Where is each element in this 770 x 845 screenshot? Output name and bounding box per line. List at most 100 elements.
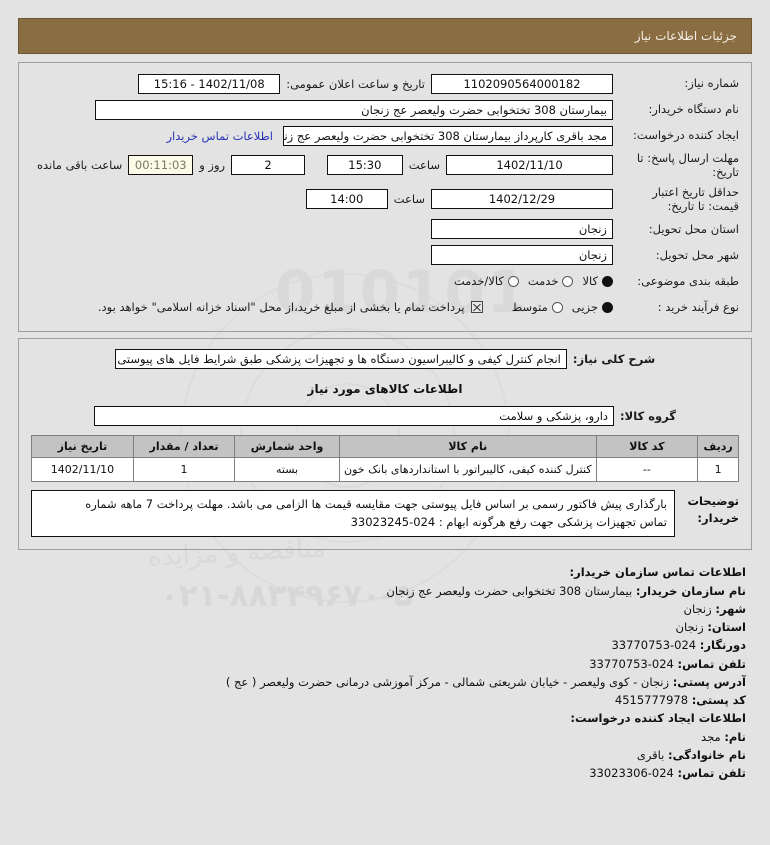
requester-last-name: نام خانوادگی: باقری — [24, 747, 746, 764]
category-option-khedmat[interactable]: خدمت — [519, 274, 574, 288]
cell-code: -- — [595, 456, 699, 482]
contact-fax-value: 33770753-024 — [611, 638, 697, 653]
buyer-notes: توضیحات خریدار: بارگذاری پیش فاکتور رسمی… — [31, 489, 740, 538]
cell-index: 1 — [697, 456, 739, 482]
row-province: استان محل تحویل: زنجان — [31, 219, 739, 240]
table-header-row: ردیف کد کالا نام کالا واحد شمارش تعداد /… — [31, 434, 739, 458]
countdown-label: ساعت باقی مانده — [36, 158, 123, 173]
requester-first-name-value: مجد — [701, 729, 721, 744]
row-requester: ایجاد کننده درخواست: مجد باقری کارپرداز … — [31, 125, 739, 146]
treasury-label: پرداخت تمام یا بخشی از مبلغ خرید،از محل … — [97, 300, 465, 314]
category-option-kala-khedmat[interactable]: کالا/خدمت — [445, 274, 519, 288]
cell-qty: 1 — [132, 456, 236, 482]
contact-phone-label: تلفن تماس: — [677, 656, 746, 671]
need-info-panel: شماره نیاز: 1102090564000182 تاریخ و ساع… — [18, 62, 752, 332]
radio-jozi-label: جزیی — [571, 300, 598, 314]
goods-table: ردیف کد کالا نام کالا واحد شمارش تعداد /… — [31, 434, 739, 482]
requester-first-name: نام: مجد — [24, 729, 746, 746]
col-index: ردیف — [697, 434, 739, 458]
requester-section-title: اطلاعات ایجاد کننده درخواست: — [570, 711, 746, 726]
contact-fax: دورنگار: 33770753-024 — [24, 637, 746, 654]
validity-date-field[interactable]: 1402/12/29 — [431, 189, 613, 210]
cell-date: 1402/11/10 — [31, 456, 134, 482]
row-goods-group: گروه کالا: دارو، پزشکی و سلامت — [31, 406, 739, 427]
col-code: کد کالا — [595, 434, 699, 458]
col-date: تاریخ نیاز — [31, 434, 134, 458]
contact-phone: تلفن تماس: 33770753-024 — [24, 656, 746, 673]
announce-date-field[interactable]: 1402/11/08 - 15:16 — [138, 73, 281, 94]
contact-postal: کد پستی: 4515777978 — [24, 692, 746, 709]
requester-phone: تلفن تماس: 33023306-024 — [24, 765, 746, 782]
contact-phone-value: 33770753-024 — [589, 656, 674, 671]
goods-info-panel: شرح کلی نیاز: انجام کنترل کیفی و کالیبرا… — [18, 337, 752, 551]
category-label: طبقه بندی موضوعی: — [637, 273, 739, 288]
requester-phone-value: 33023306-024 — [589, 766, 674, 781]
contact-address: آدرس پستی: زنجان - کوی ولیعصر - خیابان ش… — [24, 674, 746, 691]
goods-group-label: گروه کالا: — [620, 408, 676, 423]
buyer-contact-link[interactable]: اطلاعات تماس خریدار — [166, 128, 273, 143]
requester-label: ایجاد کننده درخواست: — [633, 128, 739, 143]
remaining-days-field[interactable]: 2 — [231, 155, 306, 176]
remaining-days-label: روز و — [199, 158, 226, 173]
province-label: استان محل تحویل: — [648, 221, 739, 236]
summary-label: شرح کلی نیاز: — [572, 351, 656, 366]
radio-kala[interactable] — [602, 275, 613, 287]
contact-province: استان: زنجان — [24, 619, 746, 636]
goods-group-field[interactable]: دارو، پزشکی و سلامت — [94, 406, 615, 426]
category-option-kala[interactable]: کالا — [573, 274, 613, 288]
contact-address-value: زنجان - کوی ولیعصر - خیابان شریعتی شمالی… — [225, 674, 670, 689]
process-option-jozi[interactable]: جزیی — [563, 300, 613, 314]
radio-motavaset-label: متوسط — [511, 300, 548, 314]
contact-fax-label: دورنگار: — [699, 638, 746, 653]
summary-field[interactable]: انجام کنترل کیفی و کالیبراسیون دستگاه ها… — [114, 349, 567, 369]
requester-field[interactable]: مجد باقری کارپرداز بیمارستان 308 تختخواب… — [283, 125, 613, 146]
notes-label: توضیحات خریدار: — [675, 490, 740, 538]
need-number-label: شماره نیاز: — [684, 76, 739, 91]
row-summary: شرح کلی نیاز: انجام کنترل کیفی و کالیبرا… — [31, 349, 739, 370]
goods-section-title: اطلاعات کالاهای مورد نیاز — [307, 381, 463, 396]
contact-block: اطلاعات تماس سازمان خریدار: نام سازمان خ… — [18, 564, 752, 782]
requester-last-name-value: باقری — [636, 747, 665, 762]
deadline-date-field[interactable]: 1402/11/10 — [446, 155, 613, 176]
notes-label-line2: خریدار: — [697, 510, 739, 525]
page-title: جزئیات اطلاعات نیاز — [634, 29, 737, 43]
countdown-timer: 00:11:03 — [128, 155, 194, 176]
radio-motavaset[interactable] — [551, 301, 563, 313]
requester-last-name-label: نام خانوادگی: — [668, 747, 746, 762]
radio-khedmat-label: خدمت — [527, 274, 559, 288]
radio-kala-khedmat[interactable] — [507, 275, 519, 287]
radio-kala-label: کالا — [582, 274, 598, 288]
radio-kala-khedmat-label: کالا/خدمت — [453, 274, 504, 288]
radio-khedmat[interactable] — [562, 275, 574, 287]
requester-phone-label: تلفن تماس: — [677, 766, 746, 781]
table-row[interactable]: 1 -- کنترل کننده کیفی، کالیبراتور با است… — [31, 456, 739, 482]
buyer-org-field[interactable]: بیمارستان 308 تختخوابی حضرت ولیعصر عج زن… — [95, 99, 613, 120]
row-price-validity: حداقل تاریخ اعتبار قیمت: تا تاریخ: 1402/… — [31, 185, 739, 214]
deadline-hour-label: ساعت — [408, 158, 441, 173]
treasury-checkbox[interactable] — [470, 301, 483, 313]
row-process-type: نوع فرآیند خرید : جزیی متوسط پرداخت تمام… — [31, 297, 739, 318]
notes-text-line2: تماس تجهیزات پزشکی جهت رفع هرگونه ابهام … — [350, 515, 667, 530]
contact-city-label: شهر: — [715, 601, 746, 616]
city-label: شهر محل تحویل: — [655, 247, 739, 262]
radio-jozi[interactable] — [602, 301, 613, 313]
validity-time-field[interactable]: 14:00 — [305, 189, 388, 210]
page-root: 010101 ParsNamadData فن آوری اطلاعات پار… — [0, 18, 770, 845]
col-name: نام کالا — [339, 434, 597, 458]
row-need-number: شماره نیاز: 1102090564000182 تاریخ و ساع… — [31, 73, 739, 94]
row-category: طبقه بندی موضوعی: کالا خدمت کالا/خدمت — [31, 271, 739, 292]
process-option-motavaset[interactable]: متوسط — [503, 300, 563, 314]
page-title-bar: جزئیات اطلاعات نیاز — [18, 18, 752, 54]
requester-first-name-label: نام: — [724, 729, 746, 744]
deadline-time-field[interactable]: 15:30 — [326, 155, 403, 176]
col-unit: واحد شمارش — [234, 434, 341, 458]
contact-section-title: اطلاعات تماس سازمان خریدار: — [569, 565, 746, 580]
province-field[interactable]: زنجان — [431, 219, 613, 239]
notes-text-line1: بارگذاری پیش فاکتور رسمی بر اساس فایل پی… — [85, 496, 667, 511]
contact-org-name: نام سازمان خریدار: بیمارستان 308 تختخواب… — [24, 583, 746, 600]
validity-label: حداقل تاریخ اعتبار قیمت: تا تاریخ: — [652, 184, 739, 214]
announce-label: تاریخ و ساعت اعلان عمومی: — [286, 76, 425, 91]
validity-hour-label: ساعت — [393, 192, 425, 207]
need-number-field[interactable]: 1102090564000182 — [431, 73, 613, 94]
city-field[interactable]: زنجان — [431, 245, 613, 265]
